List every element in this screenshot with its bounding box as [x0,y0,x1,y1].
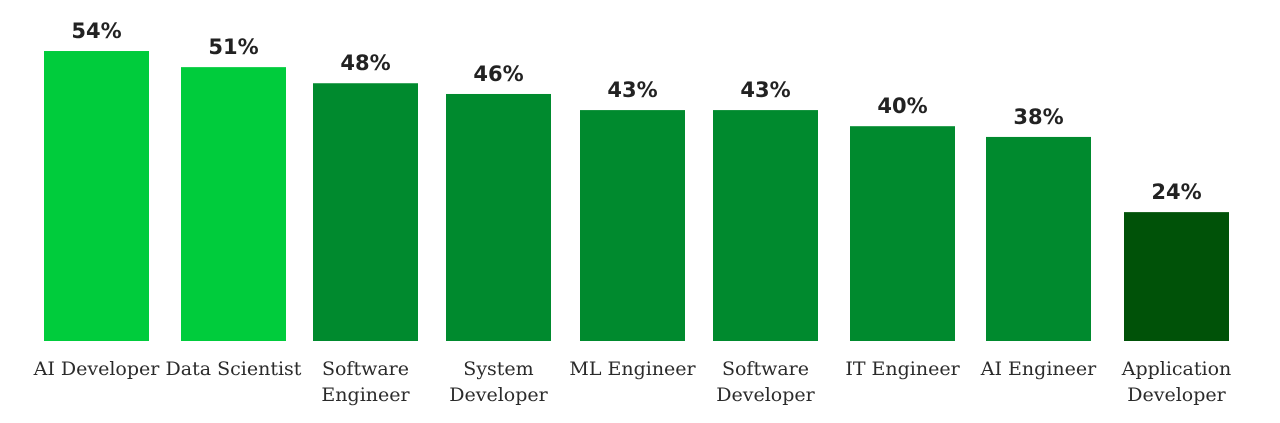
category-label: AI Engineer [980,358,1097,380]
category-labels-group: AI Developer Data Scientist Software Engine… [33,358,1232,406]
category-label: Developer [1127,384,1226,406]
bar [850,126,955,341]
category-label: IT Engineer [845,358,960,380]
bar-value-label: 38% [1013,105,1063,129]
category-label: AI Developer [33,358,161,380]
category-label: Application [1121,358,1232,380]
bar-value-label: 24% [1151,180,1201,204]
bar-value-label: 43% [740,78,790,102]
category-label: System [463,358,533,380]
category-label: Software [322,358,409,380]
bar-value-label: 40% [877,94,927,118]
bar-value-label: 54% [71,19,121,43]
bar-value-label: 43% [607,78,657,102]
bar [1124,212,1229,341]
bar-value-label: 46% [473,62,523,86]
value-labels-group: 54% 51% 48% 46% 43% 43% 40% 38% 24% [71,19,1201,204]
category-label: Software [722,358,809,380]
bar [44,51,149,342]
bar [446,93,551,341]
category-label: Data Scientist [166,358,302,380]
category-label: ML Engineer [569,358,696,380]
bar [181,67,286,341]
bar [713,110,818,341]
bar [986,136,1091,341]
bar-value-label: 51% [208,35,258,59]
bar [580,110,685,341]
bar-value-label: 48% [340,51,390,75]
category-label: Developer [449,384,548,406]
category-label: Engineer [321,384,410,406]
bars-group [44,51,1229,342]
bar [313,83,418,342]
category-label: Developer [716,384,815,406]
